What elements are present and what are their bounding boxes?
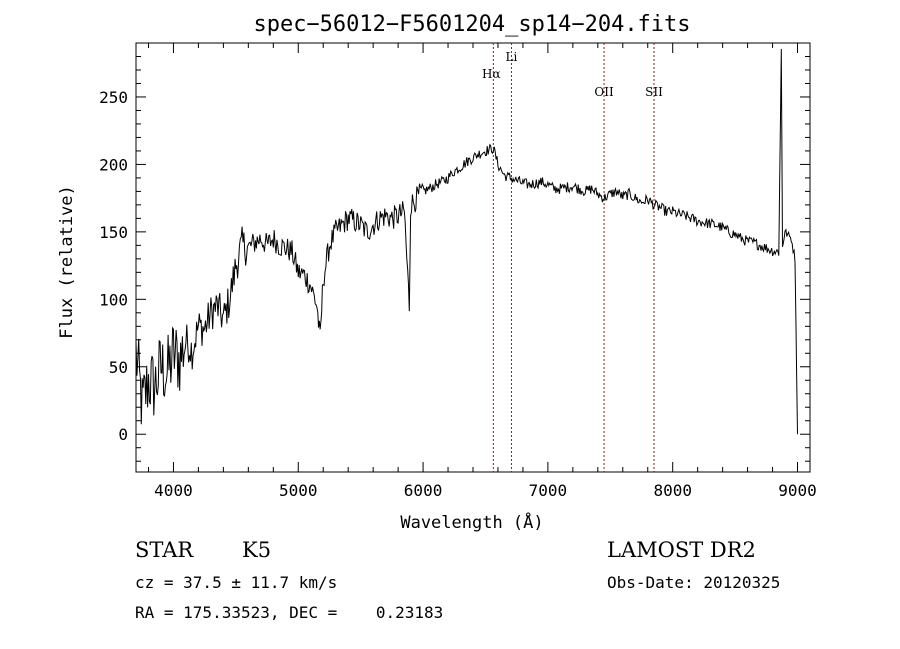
object-subclass: K5 <box>242 538 272 562</box>
coordinates-readout: RA = 175.33523, DEC = 0.23183 <box>135 603 444 622</box>
chart-title: spec−56012−F5601204_sp14−204.fits <box>253 12 690 37</box>
annotation-layer: Hα Li OII SII <box>482 43 663 472</box>
y-tick-label: 100 <box>99 290 128 309</box>
y-axis-label: Flux (relative) <box>57 185 77 339</box>
y-tick-label: 50 <box>109 358 128 377</box>
spectral-line-label: Li <box>506 50 518 64</box>
x-tick-label: 9000 <box>778 481 817 500</box>
x-tick-label: 5000 <box>279 481 318 500</box>
plot-frame <box>135 42 811 473</box>
x-axis-label: Wavelength (Å) <box>400 511 543 533</box>
observation-date: Obs-Date: 20120325 <box>607 573 781 592</box>
y-tick-label: 0 <box>118 425 128 444</box>
object-class: STAR <box>135 538 194 562</box>
y-tick-label: 250 <box>99 88 128 107</box>
redshift-readout: cz = 37.5 ± 11.7 km/s <box>135 573 338 592</box>
spectral-line-label: SII <box>645 85 663 99</box>
y-tick-label: 200 <box>99 155 128 174</box>
spectrum-line <box>135 48 798 435</box>
tick-layer: 4000 5000 6000 7000 8000 9000 0 50 100 150 200 250 <box>99 43 817 500</box>
x-tick-label: 6000 <box>404 481 443 500</box>
survey-name: LAMOST DR2 <box>607 538 756 562</box>
spectral-line-label: OII <box>594 85 614 99</box>
spectral-line-label: Hα <box>482 67 501 81</box>
x-tick-label: 4000 <box>154 481 193 500</box>
x-tick-label: 8000 <box>653 481 692 500</box>
x-tick-label: 7000 <box>529 481 568 500</box>
y-tick-label: 150 <box>99 223 128 242</box>
